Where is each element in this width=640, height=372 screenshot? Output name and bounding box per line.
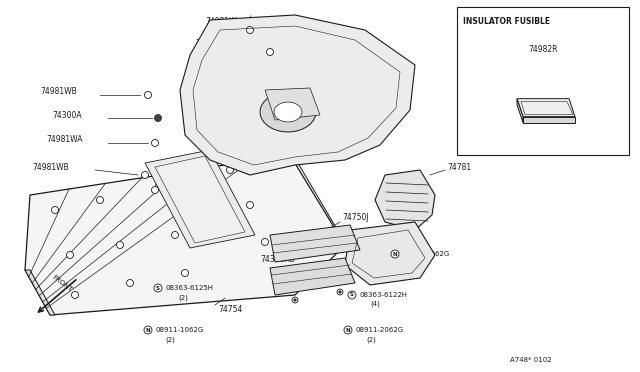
Text: 74300AA: 74300AA	[295, 45, 330, 55]
Text: 74750J: 74750J	[342, 214, 369, 222]
Polygon shape	[375, 170, 435, 230]
Polygon shape	[25, 270, 55, 315]
Circle shape	[182, 269, 189, 276]
Polygon shape	[274, 102, 302, 122]
Text: 74981W: 74981W	[205, 17, 237, 26]
Circle shape	[172, 231, 179, 238]
Text: 74761: 74761	[332, 230, 356, 238]
Polygon shape	[260, 92, 316, 132]
Circle shape	[152, 186, 159, 193]
Circle shape	[144, 326, 152, 334]
Circle shape	[154, 115, 161, 122]
Text: 74754: 74754	[218, 305, 243, 314]
Polygon shape	[345, 222, 435, 285]
Circle shape	[72, 292, 79, 298]
Circle shape	[152, 140, 159, 147]
Circle shape	[337, 289, 343, 295]
Polygon shape	[290, 155, 348, 248]
Circle shape	[406, 234, 414, 242]
Circle shape	[246, 26, 253, 33]
Text: (2): (2)	[178, 295, 188, 301]
Circle shape	[67, 251, 74, 259]
Text: 74981X: 74981X	[195, 39, 225, 48]
Polygon shape	[523, 117, 575, 123]
Text: N: N	[393, 251, 397, 257]
Text: (4): (4)	[370, 301, 380, 307]
Text: 08363-6125H: 08363-6125H	[165, 285, 213, 291]
Text: 74981WB: 74981WB	[40, 87, 77, 96]
Circle shape	[227, 167, 234, 173]
Polygon shape	[25, 155, 345, 315]
Text: INSULATOR FUSIBLE: INSULATOR FUSIBLE	[463, 16, 550, 26]
Circle shape	[97, 196, 104, 203]
Text: 08911-1062G: 08911-1062G	[155, 327, 204, 333]
Circle shape	[344, 326, 352, 334]
Circle shape	[266, 48, 273, 55]
Circle shape	[141, 171, 148, 179]
Polygon shape	[155, 156, 245, 243]
Circle shape	[246, 202, 253, 208]
Text: 08911-2062G: 08911-2062G	[355, 327, 403, 333]
Text: FRONT: FRONT	[51, 275, 73, 294]
Polygon shape	[517, 99, 575, 117]
Text: (2): (2)	[165, 337, 175, 343]
Circle shape	[127, 279, 134, 286]
Text: 74300A: 74300A	[280, 23, 310, 32]
Circle shape	[154, 284, 162, 292]
Text: S: S	[156, 285, 160, 291]
Text: N: N	[346, 327, 350, 333]
Text: 74982R: 74982R	[528, 45, 557, 54]
Circle shape	[294, 299, 296, 301]
Text: 74781: 74781	[447, 164, 471, 173]
Text: 74754+A: 74754+A	[368, 267, 404, 276]
Text: (2): (2)	[366, 337, 376, 343]
Polygon shape	[145, 150, 255, 248]
Circle shape	[391, 250, 399, 258]
Circle shape	[348, 291, 356, 299]
Text: 74300A: 74300A	[52, 110, 82, 119]
Circle shape	[145, 92, 152, 99]
Polygon shape	[270, 225, 360, 262]
Text: N: N	[146, 327, 150, 333]
Text: 74981WB: 74981WB	[32, 163, 68, 171]
Text: S: S	[350, 292, 354, 298]
Bar	[457, 7, 629, 155]
Polygon shape	[180, 15, 415, 175]
Text: 08363-6122H: 08363-6122H	[359, 292, 407, 298]
Polygon shape	[517, 99, 523, 123]
Text: 74981WA: 74981WA	[46, 135, 83, 144]
Polygon shape	[265, 88, 320, 120]
Circle shape	[51, 206, 58, 214]
Circle shape	[262, 238, 269, 246]
Text: 74300AB: 74300AB	[260, 256, 295, 264]
Text: 08911-1062G: 08911-1062G	[402, 251, 451, 257]
Circle shape	[292, 297, 298, 303]
Text: (2): (2)	[412, 261, 422, 267]
Circle shape	[339, 291, 341, 293]
Circle shape	[408, 237, 412, 240]
Circle shape	[282, 244, 288, 250]
Circle shape	[116, 241, 124, 248]
Text: A748* 0102: A748* 0102	[510, 357, 552, 363]
Polygon shape	[270, 258, 355, 295]
